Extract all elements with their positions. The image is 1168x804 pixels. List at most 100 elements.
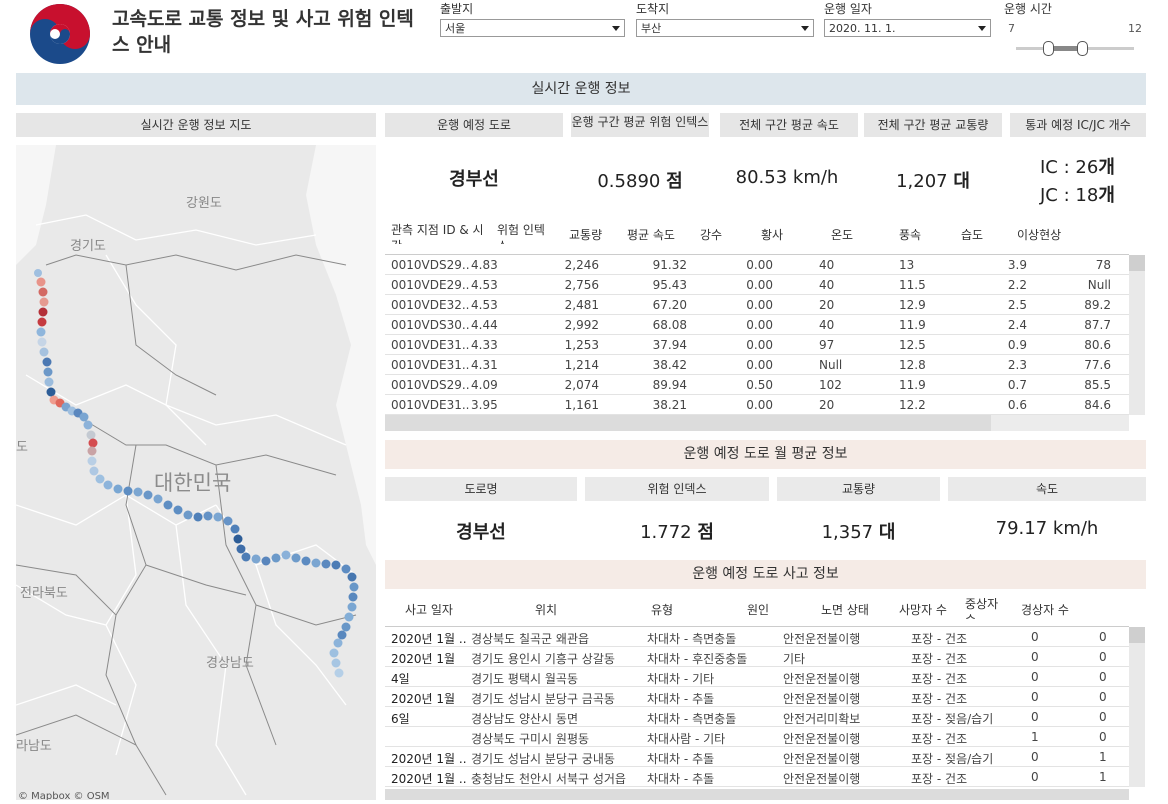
table-row[interactable]: 2020년 1월 경기도 성남시 분당구 금곡동 차대차 - 추돌 안전운전불이행 포장… <box>385 687 1129 707</box>
table-row[interactable]: 0010VDE31.. 3.95 1,161 38.21 0.00 20 12.2 0.6 84… <box>385 395 1129 415</box>
acc-horizontal-scrollbar[interactable] <box>385 789 1129 800</box>
map-label-gangwon: 강원도 <box>186 195 222 210</box>
col-wind[interactable]: 풍속 <box>899 228 922 242</box>
kpi-header-road: 운행 예정 도로 <box>385 113 563 137</box>
table-divider <box>385 254 1129 255</box>
cell-acc-date: 4일 <box>391 672 410 686</box>
kpi-jc-unit: 개 <box>1098 185 1115 206</box>
table-row[interactable]: 2020년 1월 경기도 용인시 기흥구 상갈동 차대차 - 후진중충돌 기타 포장 -… <box>385 647 1129 667</box>
col-temp[interactable]: 온도 <box>831 228 854 242</box>
col-risk[interactable]: 위험 인텍스 <box>497 223 545 244</box>
observation-rows: 0010VDS29.. 4.83 2,246 91.32 0.00 40 13 3.9 78 00… <box>385 255 1129 415</box>
map-title: 실시간 운행 정보 지도 <box>16 113 376 137</box>
cell-obs-id: 0010VDE31.. <box>391 358 470 372</box>
cell-acc-dead: 0 <box>1031 630 1039 644</box>
table-row[interactable]: 0010VDS29.. 4.09 2,074 89.94 0.50 102 11.9 0.7 8… <box>385 375 1129 395</box>
table-cell: 12.5 <box>899 338 926 352</box>
acc-vertical-scrollbar[interactable] <box>1129 627 1145 787</box>
cell-acc-cause: 안전운전불이행 <box>783 752 861 766</box>
col-acc-cause[interactable]: 원인 <box>747 603 770 617</box>
table-row[interactable]: 2020년 1월 .. 경상북도 칠곡군 왜관읍 차대차 - 측면충돌 안전운전불이행… <box>385 627 1129 647</box>
table-cell: 13 <box>899 258 915 272</box>
kpi-risk-unit: 점 <box>666 171 683 192</box>
time-slider-handle-max[interactable] <box>1077 41 1088 56</box>
table-cell: 12.2 <box>899 398 926 412</box>
col-speed[interactable]: 평균 속도 <box>627 228 675 242</box>
cell-acc-dead: 0 <box>1031 770 1039 784</box>
cell-acc-dead: 0 <box>1031 750 1039 764</box>
cell-obs-id: 0010VDS29.. <box>391 378 470 392</box>
table-row[interactable]: 0010VDE31.. 4.33 1,253 37.94 0.00 97 12.5 0.9 80… <box>385 335 1129 355</box>
col-anomaly[interactable]: 이상현상 <box>1017 228 1062 242</box>
col-acc-minor[interactable]: 경상자 수 <box>1021 603 1069 617</box>
time-slider-handle-min[interactable] <box>1043 41 1054 56</box>
map-label-jeonbuk: 전라북도 <box>20 585 68 600</box>
table-cell: 1,253 <box>564 338 599 352</box>
col-precip[interactable]: 강수 <box>700 228 723 242</box>
map-label-korea: 대한민국 <box>154 472 231 495</box>
table-row[interactable]: 0010VDE29.. 4.53 2,756 95.43 0.00 40 11.5 2.2 Nu… <box>385 275 1129 295</box>
table-row[interactable]: 0010VDS30.. 4.44 2,992 68.08 0.00 40 11.9 2.4 87… <box>385 315 1129 335</box>
col-traffic[interactable]: 교통량 <box>569 228 603 242</box>
map-attribution[interactable]: © Mapbox © OSM <box>18 791 110 800</box>
table-cell: 0.00 <box>746 258 773 272</box>
date-select[interactable]: 2020. 11. 1. <box>824 19 991 37</box>
route-points <box>34 269 359 678</box>
table-cell: 40 <box>819 278 835 292</box>
monthly-header-road: 도로명 <box>385 477 577 501</box>
obs-scroll-thumb[interactable] <box>1129 255 1145 271</box>
date-label: 운행 일자 <box>824 2 872 16</box>
table-cell: 0.00 <box>746 358 773 372</box>
col-obs-id[interactable]: 관측 지점 ID & 시간 <box>391 223 484 244</box>
cell-acc-serious: 0 <box>1099 730 1107 744</box>
table-row[interactable]: 0010VDE31.. 4.31 1,214 38.42 0.00 Null 12.8 2.3… <box>385 355 1129 375</box>
acc-scroll-thumb[interactable] <box>1129 627 1145 643</box>
cell-acc-date: 2020년 1월 .. <box>391 772 467 786</box>
kpi-road-name: 경부선 <box>449 169 499 190</box>
table-row[interactable]: 2020년 1월 .. 경기도 성남시 분당구 궁내동 차대차 - 추돌 안전운전불이… <box>385 747 1129 767</box>
cell-acc-serious: 1 <box>1099 750 1107 764</box>
table-cell: 0.6 <box>1007 398 1027 412</box>
table-cell: 85.5 <box>1084 378 1111 392</box>
cell-acc-location: 충청남도 천안시 서북구 성거읍 <box>471 772 626 786</box>
cell-obs-id: 0010VDE29.. <box>391 278 470 292</box>
table-row[interactable]: 6일 경상남도 양산시 동면 차대차 - 측면충돌 안전거리미확보 포장 - 젖음/습기… <box>385 707 1129 727</box>
monthly-section-title: 운행 예정 도로 월 평균 정보 <box>385 440 1146 469</box>
departure-select[interactable]: 서울 <box>440 19 625 37</box>
table-cell: 0.00 <box>746 298 773 312</box>
map-label-do: 도 <box>16 439 28 454</box>
table-cell: 0.00 <box>746 278 773 292</box>
cell-obs-id: 0010VDS30.. <box>391 318 470 332</box>
table-row[interactable]: 2020년 1월 .. 충청남도 천안시 서북구 성거읍 차대차 - 추돌 안전운전불… <box>385 767 1129 787</box>
col-dust[interactable]: 황사 <box>761 228 784 242</box>
realtime-section-title: 실시간 운행 정보 <box>16 73 1146 105</box>
obs-horizontal-scrollbar[interactable] <box>385 415 1129 431</box>
col-acc-serious[interactable]: 중상자 수 <box>965 597 999 620</box>
kpi-ic: IC : 26개 <box>1040 153 1115 179</box>
cell-acc-dead: 1 <box>1031 730 1039 744</box>
table-row[interactable]: 4일 경기도 평택시 월곡동 차대차 - 기타 안전운전불이행 포장 - 건조 0 0 <box>385 667 1129 687</box>
page-title: 고속도로 교통 정보 및 사고 위험 인텍 스 안내 <box>112 6 432 58</box>
table-row[interactable]: 0010VDS29.. 4.83 2,246 91.32 0.00 40 13 3.9 78 <box>385 255 1129 275</box>
cell-acc-date: 2020년 1월 <box>391 652 456 666</box>
table-row[interactable]: 0010VDE32.. 4.53 2,481 67.20 0.00 20 12.9 2.5 89… <box>385 295 1129 315</box>
cell-acc-dead: 0 <box>1031 710 1039 724</box>
col-acc-location[interactable]: 위치 <box>535 603 558 617</box>
col-humidity[interactable]: 습도 <box>961 228 984 242</box>
cell-acc-road: 포장 - 건조 <box>911 692 968 706</box>
route-map[interactable]: 강원도 경기도 도 대한민국 전라북도 경상남도 라남도 © Mapbox © … <box>16 145 376 800</box>
monthly-risk-value: 1.772 <box>640 522 692 543</box>
col-acc-road[interactable]: 노면 상태 <box>821 603 869 617</box>
monthly-header-traffic: 교통량 <box>777 477 940 501</box>
col-acc-date[interactable]: 사고 일자 <box>405 603 453 617</box>
cell-acc-road: 포장 - 건조 <box>911 632 968 646</box>
arrival-select[interactable]: 부산 <box>636 19 814 37</box>
table-row[interactable]: 경상북도 구미시 원평동 차대사람 - 기타 안전운전불이행 포장 - 건조 1 0 <box>385 727 1129 747</box>
date-value: 2020. 11. 1. <box>829 22 896 35</box>
col-acc-type[interactable]: 유형 <box>651 603 674 617</box>
col-acc-dead[interactable]: 사망자 수 <box>899 603 947 617</box>
monthly-risk: 1.772 점 <box>585 518 769 544</box>
obs-vertical-scrollbar[interactable] <box>1129 255 1145 415</box>
obs-hscroll-track-end <box>991 415 1129 431</box>
cell-acc-cause: 기타 <box>783 652 806 666</box>
